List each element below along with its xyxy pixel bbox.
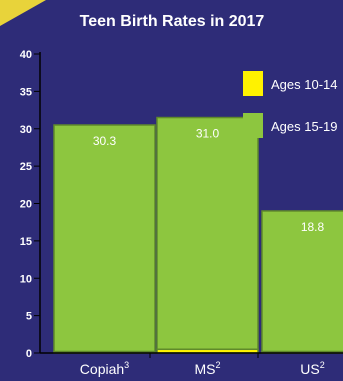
legend-label: Ages 15-19	[271, 119, 338, 134]
y-tick-label: 20	[20, 199, 32, 211]
y-tick-label: 30	[20, 124, 32, 136]
bar-ages-15-19	[53, 124, 156, 353]
legend-swatch	[243, 71, 263, 96]
x-tick-label: MS2	[194, 360, 220, 377]
legend-label: Ages 10-14	[271, 77, 338, 92]
x-tick-label: US2	[300, 360, 324, 377]
y-tick-label: 15	[20, 236, 32, 248]
bar-ages-15-19	[261, 210, 343, 353]
y-tick-label: 35	[20, 86, 32, 98]
data-label: 18.8	[301, 220, 325, 234]
y-tick-label: 40	[20, 49, 32, 61]
data-label: 31.0	[196, 127, 220, 141]
y-tick-label: 5	[26, 311, 32, 323]
y-tick-label: 10	[20, 273, 32, 285]
data-label: 30.3	[93, 134, 117, 148]
corner-accent	[0, 0, 46, 26]
y-tick-label: 25	[20, 161, 32, 173]
bar-ages-15-19	[156, 116, 259, 351]
y-tick-label: 0	[26, 348, 32, 360]
x-tick-label: Copiah3	[80, 360, 129, 377]
legend-swatch	[243, 113, 263, 138]
chart-title: Teen Birth Rates in 2017	[80, 13, 265, 30]
